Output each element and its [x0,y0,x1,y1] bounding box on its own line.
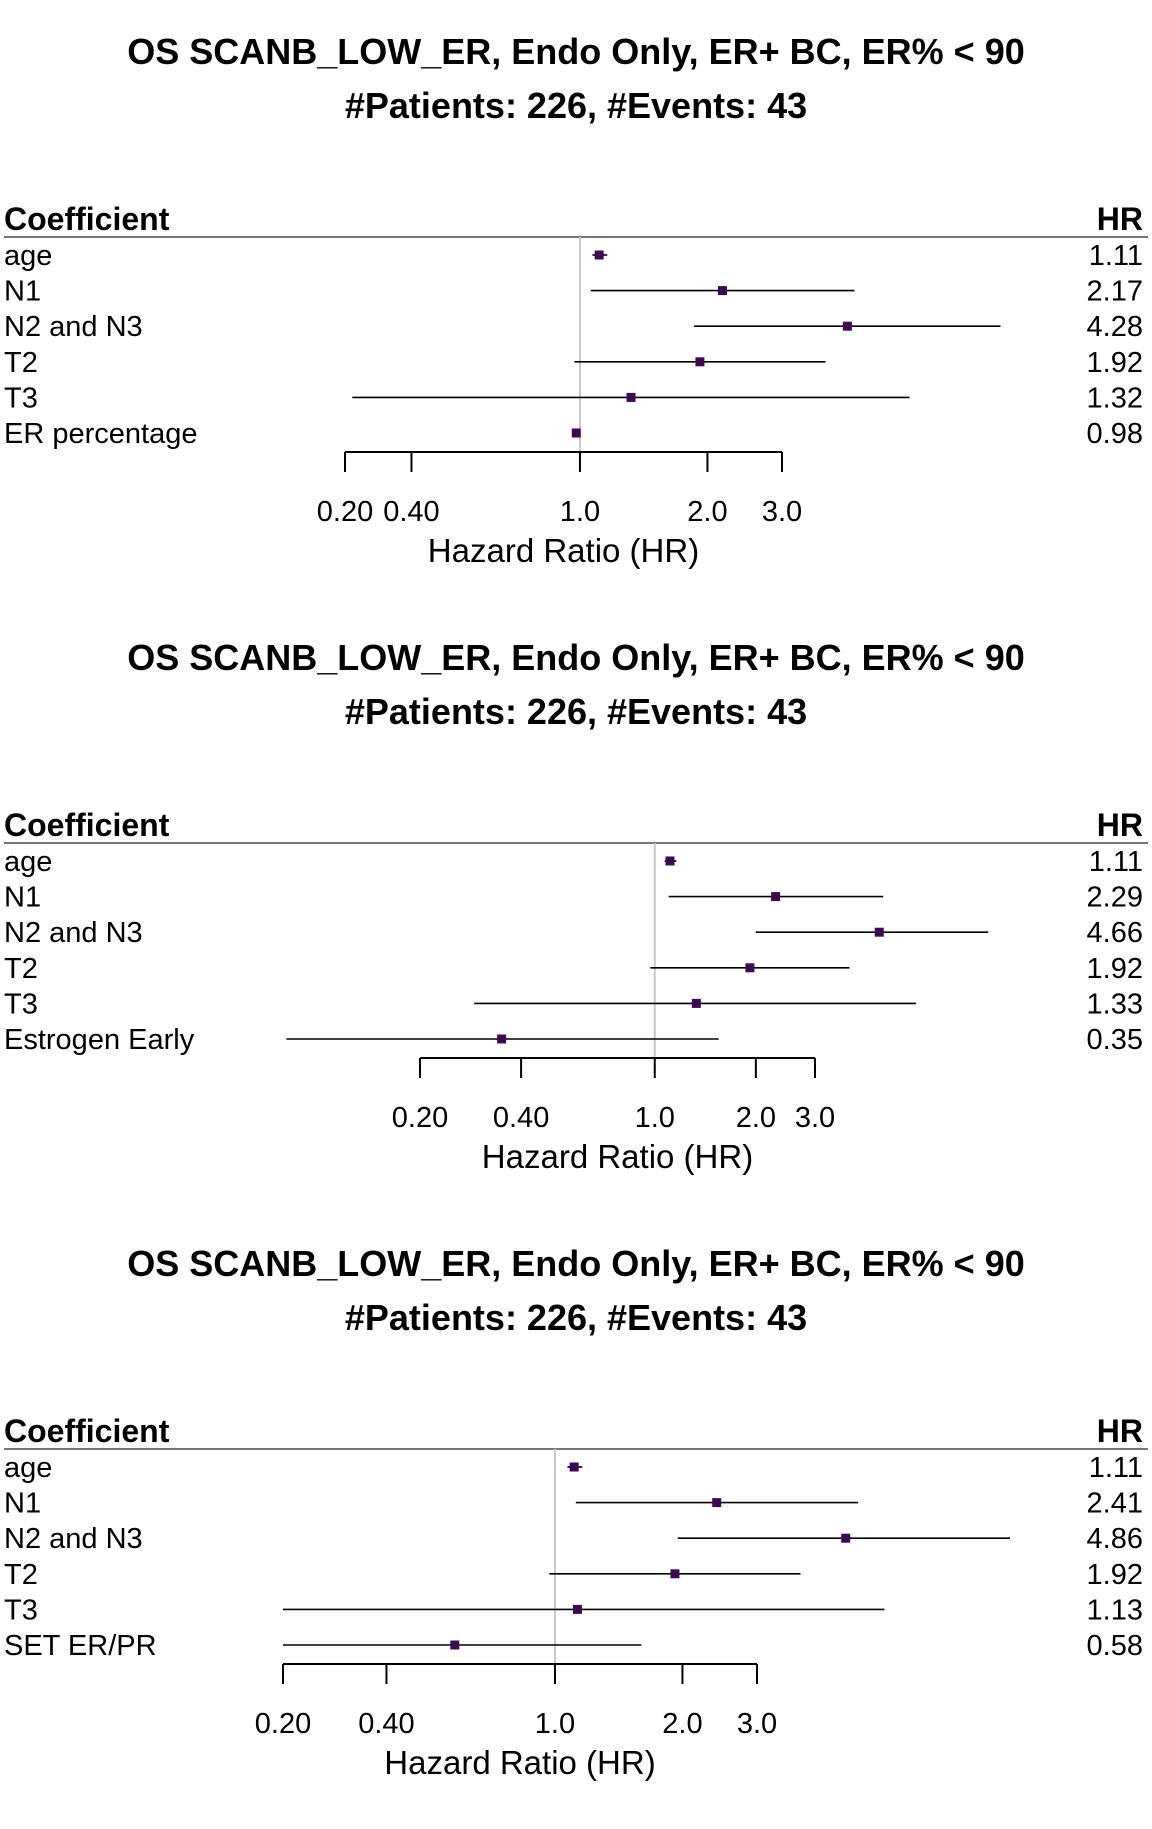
row-hr-value: 1.92 [1087,953,1143,985]
panel-title: OS SCANB_LOW_ER, Endo Only, ER+ BC, ER% … [127,1243,1025,1284]
row-label: N2 and N3 [4,311,143,343]
row-hr-value: 1.11 [1089,1452,1143,1484]
row-label: age [4,846,52,878]
hr-point [569,1462,579,1472]
forest-panel-2: OS SCANB_LOW_ER, Endo Only, ER+ BC, ER% … [4,637,1148,1175]
hr-point [691,998,701,1008]
panel-title: OS SCANB_LOW_ER, Endo Only, ER+ BC, ER% … [127,637,1025,678]
coefficient-header: Coefficient [4,201,170,237]
hr-point [571,428,581,438]
row-label: Estrogen Early [4,1024,195,1056]
hr-point [665,856,675,866]
row-hr-value: 1.92 [1087,1559,1143,1591]
hr-point [874,927,884,937]
hr-point [841,1533,851,1543]
row-label: T3 [4,382,38,414]
hr-point [572,1604,582,1614]
coefficient-header: Coefficient [4,807,170,843]
row-label: ER percentage [4,418,197,450]
forest-panel-3: OS SCANB_LOW_ER, Endo Only, ER+ BC, ER% … [4,1243,1148,1781]
row-label: N1 [4,276,41,308]
hr-header: HR [1097,1413,1143,1449]
panel-title: OS SCANB_LOW_ER, Endo Only, ER+ BC, ER% … [127,31,1025,72]
row-hr-value: 2.41 [1087,1488,1143,1520]
hr-point [497,1034,507,1044]
row-hr-value: 0.98 [1087,418,1143,450]
x-tick-label: 2.0 [687,496,727,528]
x-tick-label: 1.0 [560,496,600,528]
x-tick-label: 0.40 [358,1708,414,1740]
row-hr-value: 4.66 [1087,917,1143,949]
forest-panel-1: OS SCANB_LOW_ER, Endo Only, ER+ BC, ER% … [4,31,1148,569]
row-label: age [4,240,52,272]
row-hr-value: 0.35 [1087,1024,1143,1056]
hr-point [670,1569,680,1579]
row-label: age [4,1452,52,1484]
panel-subtitle: #Patients: 226, #Events: 43 [345,1297,807,1338]
x-tick-label: 0.40 [493,1102,549,1134]
row-label: T2 [4,1559,38,1591]
x-tick-label: 0.40 [383,496,439,528]
row-label: N2 and N3 [4,1523,143,1555]
hr-point [771,892,781,902]
hr-point [594,250,604,260]
hr-point [842,321,852,331]
x-tick-label: 0.20 [255,1708,311,1740]
row-hr-value: 1.92 [1087,347,1143,379]
panel-subtitle: #Patients: 226, #Events: 43 [345,85,807,126]
x-tick-label: 1.0 [535,1708,575,1740]
row-hr-value: 1.33 [1087,988,1143,1020]
hr-header: HR [1097,807,1143,843]
x-tick-label: 0.20 [317,496,373,528]
row-hr-value: 0.58 [1087,1630,1143,1662]
x-tick-label: 3.0 [762,496,802,528]
x-tick-label: 2.0 [662,1708,702,1740]
x-tick-label: 3.0 [737,1708,777,1740]
x-axis-label: Hazard Ratio (HR) [482,1138,753,1175]
hr-header: HR [1097,201,1143,237]
row-hr-value: 4.28 [1087,311,1143,343]
row-hr-value: 1.11 [1089,846,1143,878]
row-hr-value: 1.11 [1089,240,1143,272]
hr-point [745,963,755,973]
row-label: N1 [4,882,41,914]
hr-point [626,392,636,402]
hr-point [712,1498,722,1508]
x-tick-label: 2.0 [736,1102,776,1134]
row-hr-value: 2.29 [1087,882,1143,914]
hr-point [695,357,705,367]
coefficient-header: Coefficient [4,1413,170,1449]
x-axis-label: Hazard Ratio (HR) [384,1744,655,1781]
x-tick-label: 1.0 [635,1102,675,1134]
row-label: SET ER/PR [4,1630,157,1662]
row-label: T3 [4,1594,38,1626]
row-label: N1 [4,1488,41,1520]
row-label: T3 [4,988,38,1020]
row-hr-value: 1.13 [1087,1594,1143,1626]
x-axis-label: Hazard Ratio (HR) [428,532,699,569]
x-tick-label: 3.0 [795,1102,835,1134]
row-label: N2 and N3 [4,917,143,949]
row-hr-value: 4.86 [1087,1523,1143,1555]
row-hr-value: 1.32 [1087,382,1143,414]
row-hr-value: 2.17 [1087,276,1143,308]
hr-point [717,286,727,296]
row-label: T2 [4,953,38,985]
x-tick-label: 0.20 [392,1102,448,1134]
hr-point [450,1640,460,1650]
panel-subtitle: #Patients: 226, #Events: 43 [345,691,807,732]
row-label: T2 [4,347,38,379]
